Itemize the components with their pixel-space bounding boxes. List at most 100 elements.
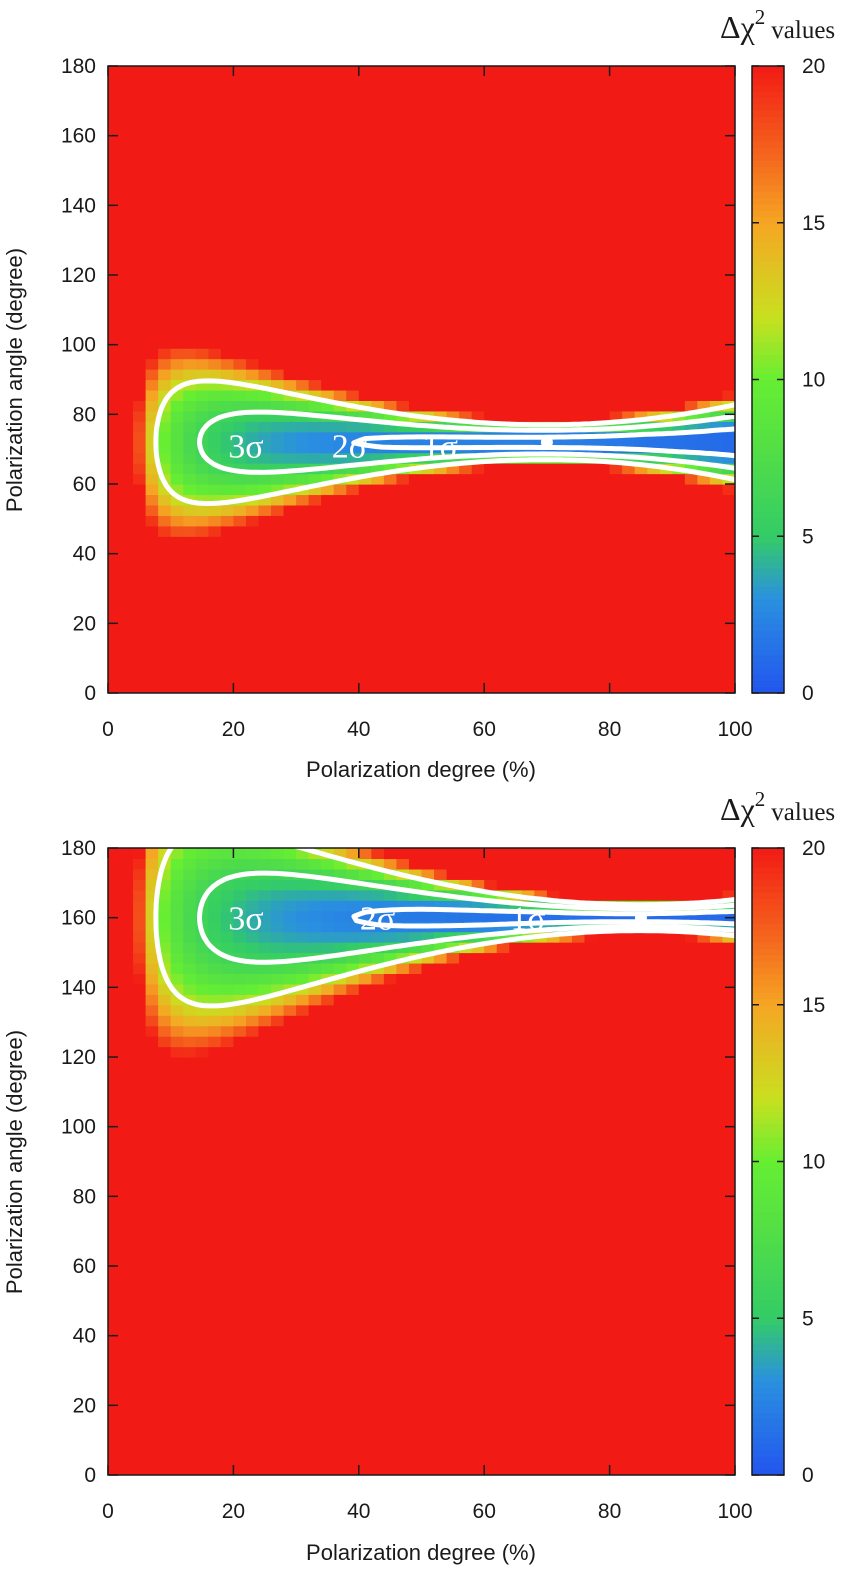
heatmap-cell	[333, 1046, 347, 1058]
heatmap-cell	[471, 672, 485, 684]
heatmap-cell	[722, 191, 735, 203]
heatmap-cell	[120, 191, 134, 203]
heatmap-cell	[371, 1464, 385, 1475]
heatmap-cell	[446, 1151, 460, 1163]
heatmap-cell	[195, 1276, 209, 1288]
heatmap-cell	[421, 1036, 435, 1048]
heatmap-cell	[220, 348, 234, 360]
heatmap-cell	[709, 400, 724, 412]
heatmap-cell	[408, 337, 423, 349]
heatmap-cell	[534, 369, 548, 381]
heatmap-cell	[346, 1015, 360, 1027]
heatmap-cell	[296, 619, 310, 631]
heatmap-cell	[158, 1443, 172, 1455]
heatmap-cell	[108, 1119, 122, 1131]
heatmap-cell	[358, 160, 372, 172]
heatmap-cell	[245, 1151, 260, 1163]
heatmap-cell	[408, 128, 423, 140]
heatmap-cell	[321, 1422, 335, 1434]
heatmap-cell	[446, 1192, 460, 1204]
heatmap-cell	[258, 515, 272, 527]
heatmap-cell	[283, 431, 297, 443]
heatmap-cell	[233, 180, 247, 192]
heatmap-cell	[333, 1067, 347, 1079]
heatmap-cell	[133, 900, 147, 912]
heatmap-cell	[158, 672, 172, 684]
heatmap-cell	[484, 1401, 498, 1413]
colorbar-band	[752, 279, 784, 287]
heatmap-cell	[183, 1025, 197, 1037]
heatmap-cell	[296, 557, 310, 569]
heatmap-cell	[346, 515, 360, 527]
heatmap-cell	[421, 640, 435, 652]
heatmap-cell	[346, 1088, 360, 1100]
heatmap-cell	[622, 389, 636, 401]
heatmap-cell	[571, 86, 586, 98]
heatmap-bottom	[108, 848, 735, 1475]
heatmap-cell	[446, 1360, 460, 1372]
heatmap-cell	[597, 107, 611, 119]
heatmap-cell	[634, 128, 648, 140]
heatmap-cell	[609, 400, 623, 412]
heatmap-cell	[220, 682, 234, 693]
heatmap-cell	[296, 1171, 310, 1183]
heatmap-cell	[622, 557, 636, 569]
heatmap-cell	[283, 66, 297, 78]
heatmap-cell	[183, 400, 197, 412]
heatmap-cell	[195, 348, 209, 360]
heatmap-cell	[208, 337, 222, 349]
heatmap-cell	[283, 139, 297, 151]
heatmap-cell	[408, 1370, 423, 1382]
heatmap-cell	[459, 1464, 473, 1475]
heatmap-cell	[220, 504, 234, 516]
heatmap-cell	[709, 379, 724, 391]
heatmap-cell	[308, 358, 322, 370]
heatmap-cell	[220, 1245, 234, 1257]
heatmap-cell	[271, 1171, 285, 1183]
heatmap-cell	[170, 557, 184, 569]
heatmap-cell	[183, 619, 197, 631]
heatmap-cell	[170, 1088, 184, 1100]
heatmap-cell	[296, 609, 310, 621]
heatmap-cell	[145, 661, 159, 673]
heatmap-cell	[434, 983, 448, 995]
heatmap-cell	[220, 66, 234, 78]
heatmap-cell	[233, 900, 247, 912]
heatmap-cell	[471, 1328, 485, 1340]
heatmap-cell	[245, 1297, 260, 1309]
heatmap-cell	[471, 1151, 485, 1163]
x-tick-label: 40	[347, 718, 370, 741]
heatmap-cell	[496, 86, 510, 98]
heatmap-cell	[496, 201, 510, 213]
heatmap-cell	[258, 191, 272, 203]
heatmap-cell	[308, 222, 322, 234]
heatmap-cell	[233, 640, 247, 652]
heatmap-cell	[396, 369, 410, 381]
heatmap-cell	[408, 1454, 423, 1466]
heatmap-cell	[120, 952, 134, 964]
heatmap-cell	[333, 640, 347, 652]
heatmap-cell	[597, 170, 611, 182]
heatmap-cell	[120, 994, 134, 1006]
heatmap-cell	[195, 201, 209, 213]
heatmap-cell	[158, 1109, 172, 1121]
heatmap-cell	[484, 170, 498, 182]
heatmap-cell	[271, 661, 285, 673]
heatmap-cell	[521, 494, 535, 506]
heatmap-cell	[108, 682, 122, 693]
heatmap-cell	[321, 525, 335, 537]
heatmap-cell	[584, 473, 598, 485]
heatmap-cell	[233, 1192, 247, 1204]
heatmap-cell	[496, 640, 510, 652]
heatmap-cell	[245, 76, 260, 88]
heatmap-cell	[258, 1161, 272, 1173]
heatmap-cell	[697, 546, 711, 558]
heatmap-cell	[308, 66, 322, 78]
heatmap-cell	[408, 139, 423, 151]
heatmap-cell	[208, 494, 222, 506]
heatmap-cell	[308, 672, 322, 684]
heatmap-cell	[258, 1171, 272, 1183]
heatmap-cell	[383, 358, 398, 370]
heatmap-cell	[321, 1025, 335, 1037]
heatmap-cell	[459, 160, 473, 172]
